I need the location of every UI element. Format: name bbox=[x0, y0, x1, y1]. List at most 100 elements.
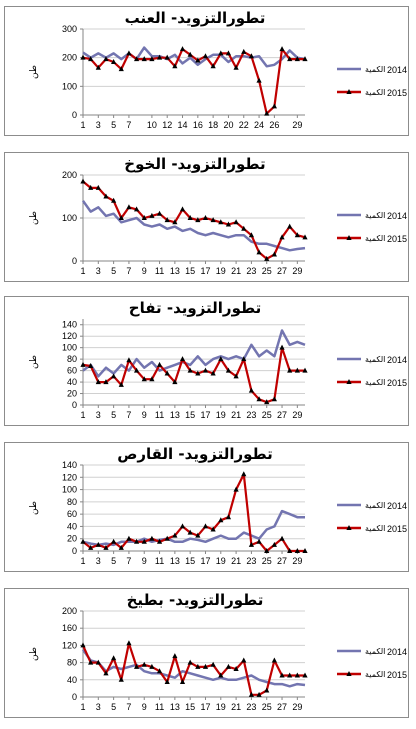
data-point bbox=[80, 54, 86, 60]
legend-label: الكمية bbox=[365, 355, 385, 364]
legend-label: الكمية bbox=[365, 647, 385, 656]
chart-title: تطورالتزويد- القارص bbox=[117, 445, 273, 463]
data-point bbox=[80, 361, 86, 367]
y-tick-label: 0 bbox=[72, 400, 77, 410]
x-tick-label: 5 bbox=[111, 410, 116, 420]
y-axis-unit: طن bbox=[28, 501, 38, 515]
y-tick-label: 160 bbox=[62, 623, 77, 633]
legend-marker bbox=[346, 671, 352, 676]
data-point bbox=[271, 251, 277, 257]
x-tick-label: 13 bbox=[170, 410, 180, 420]
y-tick-label: 300 bbox=[62, 24, 77, 34]
x-tick-label: 25 bbox=[262, 702, 272, 712]
y-tick-label: 0 bbox=[72, 110, 77, 120]
y-tick-label: 200 bbox=[62, 53, 77, 63]
x-tick-label: 7 bbox=[126, 120, 131, 130]
data-point bbox=[279, 46, 285, 52]
x-tick-label: 27 bbox=[277, 266, 287, 276]
chart-title: تطورالتزويد- بطيخ bbox=[127, 591, 264, 609]
data-point bbox=[149, 535, 155, 541]
data-point bbox=[172, 63, 178, 69]
data-point bbox=[202, 367, 209, 373]
data-point bbox=[172, 379, 178, 385]
x-tick-label: 21 bbox=[231, 266, 241, 276]
x-tick-label: 11 bbox=[155, 556, 164, 566]
data-point bbox=[271, 103, 277, 109]
data-point bbox=[172, 532, 178, 538]
y-axis-unit: طن bbox=[28, 647, 38, 661]
y-tick-label: 100 bbox=[62, 485, 77, 495]
data-point bbox=[133, 206, 140, 212]
legend-marker bbox=[346, 379, 352, 384]
legend-year: 2014 bbox=[387, 65, 407, 75]
data-point bbox=[141, 538, 147, 544]
data-point bbox=[202, 53, 209, 59]
y-tick-label: 80 bbox=[67, 497, 77, 507]
y-tick-label: 100 bbox=[62, 213, 77, 223]
data-point bbox=[103, 56, 109, 62]
data-point bbox=[248, 387, 255, 393]
data-point bbox=[256, 249, 262, 255]
series-2014-line bbox=[81, 200, 306, 252]
y-tick-label: 0 bbox=[72, 692, 77, 702]
data-point bbox=[95, 184, 101, 190]
legend-year: 2015 bbox=[387, 378, 407, 388]
x-tick-label: 20 bbox=[223, 120, 233, 130]
data-point bbox=[103, 193, 109, 199]
data-point bbox=[233, 219, 239, 225]
data-point bbox=[111, 58, 117, 64]
x-tick-label: 3 bbox=[96, 556, 101, 566]
x-tick-label: 26 bbox=[269, 120, 279, 130]
data-point bbox=[141, 376, 147, 382]
x-tick-label: 22 bbox=[239, 120, 249, 130]
x-tick-label: 11 bbox=[155, 266, 164, 276]
data-point bbox=[302, 672, 308, 678]
y-tick-label: 20 bbox=[67, 534, 77, 544]
data-point bbox=[233, 666, 239, 672]
data-point bbox=[118, 676, 124, 682]
data-point bbox=[149, 663, 155, 669]
data-point bbox=[118, 544, 124, 550]
x-tick-label: 3 bbox=[96, 120, 101, 130]
data-point bbox=[179, 356, 186, 362]
x-tick-label: 18 bbox=[208, 120, 218, 130]
data-point bbox=[164, 217, 170, 223]
data-point bbox=[126, 640, 132, 646]
x-tick-label: 17 bbox=[200, 410, 210, 420]
x-tick-label: 23 bbox=[246, 266, 256, 276]
data-point bbox=[111, 655, 117, 661]
chart-panel-grapes: تطورالتزويد- العنب طن 0 100 200 300 1 3 5 7 10 12 14… bbox=[4, 6, 409, 136]
x-tick-label: 15 bbox=[185, 410, 195, 420]
data-point bbox=[302, 367, 308, 373]
x-tick-label: 1 bbox=[80, 556, 85, 566]
data-point bbox=[233, 64, 239, 70]
x-tick-label: 1 bbox=[80, 702, 85, 712]
data-point bbox=[225, 663, 232, 669]
data-point bbox=[248, 541, 255, 547]
data-point bbox=[279, 344, 285, 350]
x-tick-label: 19 bbox=[216, 556, 226, 566]
legend-marker bbox=[346, 525, 352, 530]
x-tick-label: 1 bbox=[80, 410, 85, 420]
data-point bbox=[149, 56, 155, 62]
legend-year: 2015 bbox=[387, 88, 407, 98]
x-tick-label: 17 bbox=[200, 266, 210, 276]
y-tick-label: 120 bbox=[62, 472, 77, 482]
x-tick-label: 9 bbox=[142, 266, 147, 276]
data-point bbox=[202, 523, 209, 529]
data-point bbox=[80, 642, 86, 648]
legend-label: الكمية bbox=[365, 524, 385, 533]
x-tick-label: 27 bbox=[277, 702, 287, 712]
x-tick-label: 19 bbox=[216, 410, 226, 420]
data-point bbox=[111, 538, 117, 544]
data-point bbox=[279, 535, 285, 541]
data-point bbox=[187, 367, 193, 373]
data-point bbox=[302, 234, 308, 240]
y-tick-label: 120 bbox=[62, 331, 77, 341]
x-tick-label: 7 bbox=[126, 266, 131, 276]
series-2015-line bbox=[81, 642, 305, 696]
data-point bbox=[126, 535, 132, 541]
data-point bbox=[88, 56, 94, 62]
data-point bbox=[241, 356, 247, 362]
data-point bbox=[80, 538, 86, 544]
